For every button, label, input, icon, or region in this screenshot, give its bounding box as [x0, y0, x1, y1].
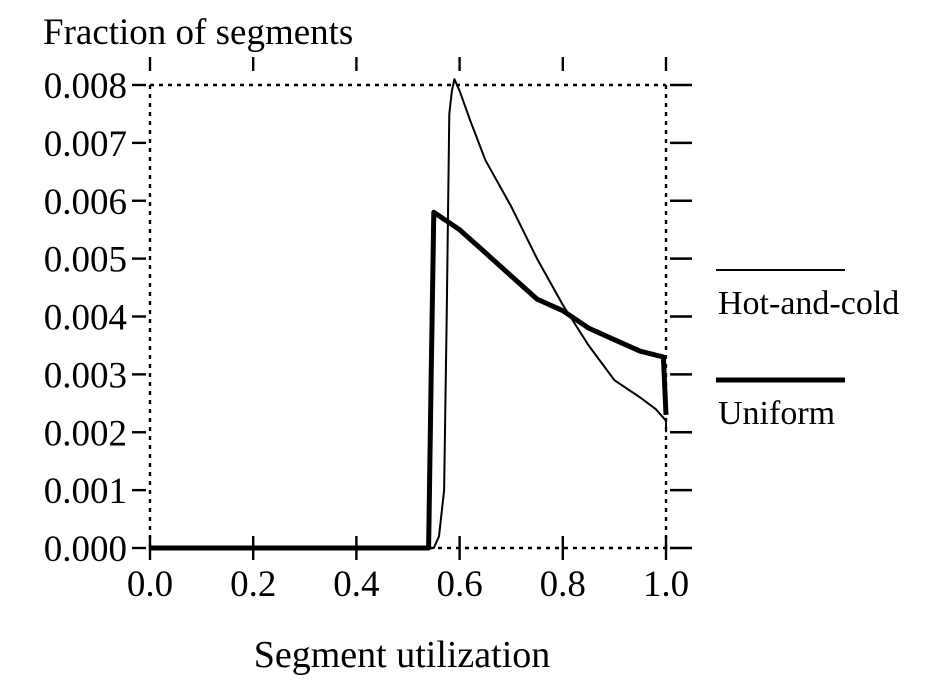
chart-title: Fraction of segments [43, 12, 353, 53]
series-line-hot-and-cold [150, 78, 667, 549]
y-tick-label: 0.006 [44, 182, 127, 223]
x-tick-label: 0.6 [436, 564, 482, 605]
y-tick-label: 0.005 [44, 240, 127, 281]
x-tick-label: 0.8 [540, 564, 586, 605]
y-tick-label: 0.007 [44, 124, 127, 165]
y-tick-label: 0.000 [44, 529, 127, 570]
x-axis-ticks: 0.0 0.2 0.4 0.6 0.8 1.0 [127, 57, 689, 605]
y-tick-label: 0.008 [44, 66, 127, 107]
x-tick-label: 0.4 [333, 564, 379, 605]
plot-frame [148, 83, 668, 550]
series-line-uniform [150, 209, 669, 551]
x-tick-label: 0.2 [230, 564, 276, 605]
y-axis-ticks: 0.000 0.001 0.002 0.003 0.004 0.005 0.006 0.007… [44, 66, 692, 570]
y-tick-label: 0.003 [44, 355, 127, 396]
y-tick-label: 0.001 [44, 471, 127, 512]
series-layer [150, 78, 669, 551]
x-tick-label: 0.0 [127, 564, 173, 605]
legend: Hot-and-cold Uniform [716, 269, 899, 432]
legend-label-hot-and-cold: Hot-and-cold [718, 285, 899, 322]
x-axis-label: Segment utilization [254, 634, 551, 676]
y-tick-label: 0.004 [44, 298, 127, 339]
y-tick-label: 0.002 [44, 413, 127, 454]
legend-label-uniform: Uniform [718, 395, 835, 432]
x-tick-label: 1.0 [643, 564, 689, 605]
